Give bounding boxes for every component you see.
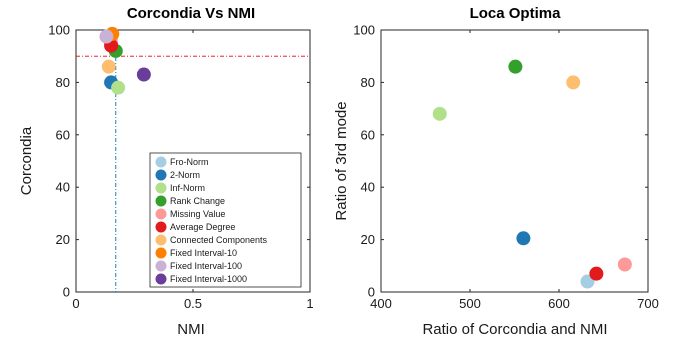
y-tick-label: 40 (56, 180, 70, 195)
x-tick-label: 1 (306, 296, 313, 311)
legend-items: Fro-Norm 2-Norm Inf-Norm Rank Change Missing… (155, 156, 268, 285)
data-point (111, 80, 126, 95)
x-axis-label: NMI (177, 321, 205, 338)
legend-marker (155, 169, 167, 181)
y-axis-label: Ratio of 3rd mode (333, 101, 350, 220)
x-tick-label: 600 (548, 296, 570, 311)
x-tick-label: 0 (72, 296, 79, 311)
legend-label: Fixed Interval-100 (170, 261, 242, 271)
legend-marker (155, 208, 167, 220)
chart-loca-optima: Loca Optima Ratio of Corcondia and NMI R… (333, 5, 659, 338)
data-point (589, 266, 604, 281)
data-point (508, 59, 523, 74)
x-tick-label: 500 (459, 296, 481, 311)
legend-label: Fixed Interval-10 (170, 248, 237, 258)
legend-label: Average Degree (170, 222, 235, 232)
y-axis-label: Corcondia (18, 126, 35, 195)
legend-label: Inf-Norm (170, 183, 205, 193)
y-tick-label: 40 (361, 180, 375, 195)
data-point (432, 106, 447, 121)
y-tick-label: 80 (361, 75, 375, 90)
y-tick-label: 60 (361, 127, 375, 142)
y-tick-label: 100 (48, 23, 70, 38)
x-tick-label: 0.5 (184, 296, 202, 311)
plot-area (380, 29, 649, 293)
legend-label: 2-Norm (170, 170, 200, 180)
data-point (566, 75, 581, 90)
legend-label: Rank Change (170, 196, 225, 206)
legend-label: Missing Value (170, 209, 225, 219)
legend-marker (155, 195, 167, 207)
y-tick-label: 100 (353, 23, 375, 38)
chart-title: Corcondia Vs NMI (127, 5, 255, 22)
x-tick-label: 400 (370, 296, 392, 311)
y-tick-label: 20 (56, 232, 70, 247)
legend-label: Connected Components (170, 235, 268, 245)
legend-marker (155, 221, 167, 233)
y-tick-label: 60 (56, 127, 70, 142)
data-point (516, 231, 531, 246)
data-point (99, 29, 114, 44)
y-tick-label: 20 (361, 232, 375, 247)
x-axis-label: Ratio of Corcondia and NMI (422, 321, 607, 338)
legend: Fro-Norm 2-Norm Inf-Norm Rank Change Missing… (149, 152, 302, 288)
y-tick-label: 80 (56, 75, 70, 90)
legend-label: Fro-Norm (170, 157, 209, 167)
axis-ticks: 0 0.5 1 0 20 40 60 80 100 (48, 23, 313, 312)
y-tick-label: 0 (63, 285, 70, 300)
legend-marker (155, 156, 167, 168)
data-point (101, 59, 116, 74)
legend-marker (155, 182, 167, 194)
chart-corcondia-vs-nmi: Corcondia Vs NMI NMI Corcondia 0 0.5 1 0 20 4… (18, 5, 314, 338)
data-points (99, 26, 151, 95)
legend-box (149, 152, 302, 288)
legend-label: Fixed Interval-1000 (170, 274, 247, 284)
legend-marker (155, 273, 167, 285)
y-tick-label: 0 (368, 285, 375, 300)
data-point (136, 67, 151, 82)
legend-marker (155, 260, 167, 272)
axis-ticks: 400 500 600 700 0 20 40 60 80 100 (353, 23, 659, 312)
legend-marker (155, 234, 167, 246)
data-points (432, 59, 632, 289)
x-tick-label: 700 (637, 296, 659, 311)
data-point (617, 257, 632, 272)
legend-marker (155, 247, 167, 259)
chart-title: Loca Optima (470, 5, 562, 22)
